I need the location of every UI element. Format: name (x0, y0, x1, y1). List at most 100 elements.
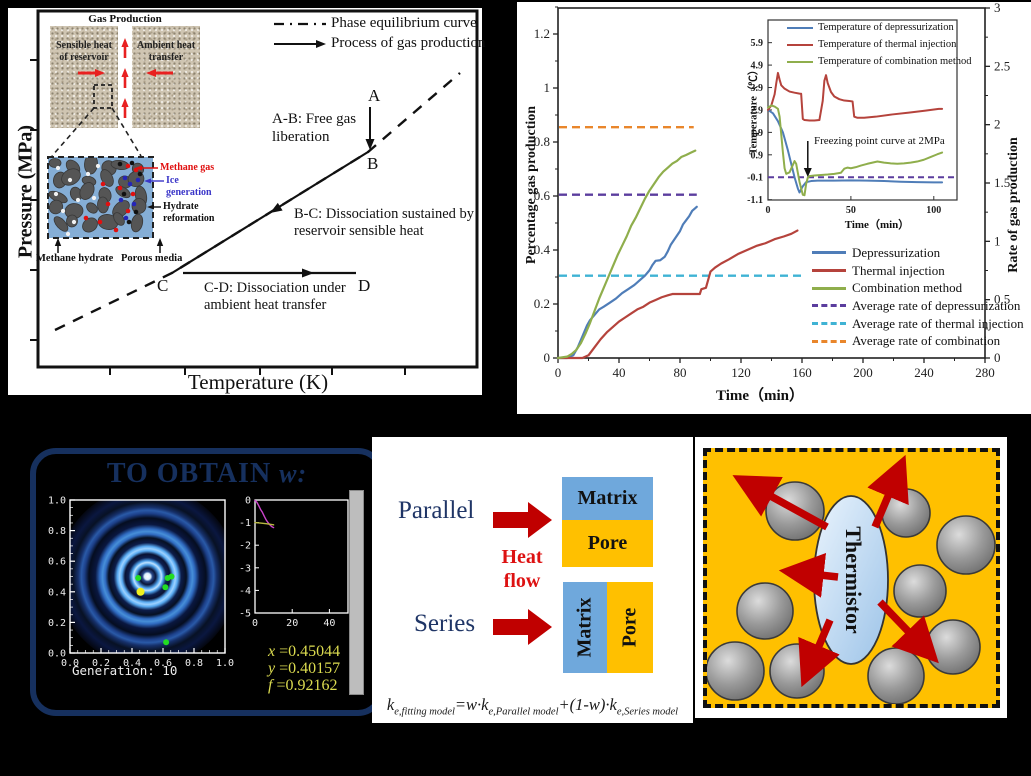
legend-avg-depressurization: Average rate of depressurization (812, 297, 1024, 315)
legend-temp-thermal: Temperature of thermal injection (787, 36, 972, 53)
chart-graphic (121, 38, 129, 47)
pore-label: Pore (618, 607, 641, 648)
tick-label: 0 (555, 365, 562, 380)
tick-label: 0.6 (534, 188, 551, 203)
production-chart-svg: 0 0.2 0.4 0.6 0.8 1 1.2 0 0.5 1 1.5 2 2.5 3 0 40 80 120 16… (534, 2, 1011, 380)
tick-label: 40 (613, 365, 626, 380)
legend-thermal-injection: Thermal injection (812, 262, 1024, 280)
chart-graphic (70, 500, 225, 653)
tick-label: 4.9 (751, 61, 764, 72)
eq-k: k (386, 695, 395, 714)
chart-graphic (75, 197, 81, 203)
zoom-rect (93, 84, 113, 109)
heat-flow-label: Heat flow (501, 546, 543, 592)
legend-avg-thermal: Average rate of thermal injection (812, 315, 1024, 333)
tick-label: 0.5 (994, 292, 1010, 307)
chart-graphic (61, 168, 81, 186)
tick-label: 0.8 (48, 526, 66, 537)
tick-label: 80 (674, 365, 687, 380)
axis-ticks (30, 59, 406, 375)
tick-label: 3 (994, 2, 1001, 15)
chart-graphic (707, 641, 765, 701)
cd-arrowhead (302, 268, 314, 278)
series-label: Series (414, 610, 476, 637)
tick-label: 0 (245, 496, 251, 507)
hydrate-reformation-label: Hydrate reformation (163, 201, 215, 224)
var-x: x (268, 643, 276, 660)
legend-label: Depressurization (852, 244, 941, 260)
chart-graphic (146, 69, 156, 77)
chart-graphic (147, 204, 154, 210)
tick-label: 2 (994, 117, 1001, 132)
var-y: y (268, 660, 276, 677)
eq-1minusw-k: +(1-w)·k (558, 695, 617, 714)
tick-label: 1 (544, 80, 551, 95)
porous-pointers (54, 165, 164, 253)
tick-label: 1.9 (751, 128, 764, 139)
chart-graphic (131, 201, 137, 207)
matrix-label: Matrix (573, 597, 596, 658)
tick-label: 20 (286, 618, 298, 629)
parallel-arrow (493, 502, 552, 538)
tick-label: 1.5 (994, 175, 1010, 190)
ga-value-f: f =0.92162 (268, 677, 378, 695)
chart-graphic (144, 178, 151, 184)
chart-graphic (736, 582, 794, 640)
chart-graphic (133, 209, 139, 215)
heat-dissipation-arrows (732, 454, 939, 688)
tick-label: 1.0 (216, 658, 234, 669)
chart-graphic (53, 191, 59, 197)
avg-depressurization-sample (812, 304, 846, 308)
porous-inset-dots (53, 160, 143, 237)
chart-graphic (767, 104, 944, 197)
chart-graphic (85, 171, 91, 177)
tick-label: 0.4 (534, 242, 551, 257)
tick-label: 2.9 (751, 105, 764, 116)
gas-production-chart-panel: 0 0.2 0.4 0.6 0.8 1 1.2 0 0.5 1 1.5 2 2.5 3 0 40 80 120 16… (517, 2, 1031, 414)
ice-generation-label: Ice generation (166, 175, 212, 198)
bc-arrowhead (270, 202, 283, 213)
reservoir-texture-left (50, 26, 118, 128)
tick-label: 0.9 (751, 150, 764, 161)
chart-graphic (49, 158, 62, 168)
eq-w-k: =w·k (454, 695, 489, 714)
zoom-line-left (51, 107, 95, 157)
tick-label: 0 (544, 350, 551, 365)
annotation-bc: B-C: Dissociation sustained by reservoir… (294, 206, 475, 240)
tick-label: 0.2 (534, 296, 550, 311)
tick-label: 3.9 (751, 83, 764, 94)
pore-label: Pore (587, 532, 628, 554)
eq-sub-series: e,Series model (616, 706, 679, 718)
chart-graphic (117, 185, 123, 191)
val-x: =0.45044 (279, 643, 341, 660)
chart-graphic (86, 202, 98, 214)
thermistor-label: Thermistor (841, 526, 866, 634)
chart-graphic (125, 208, 131, 214)
tick-label: -1 (239, 518, 251, 529)
thermistor-sample-box: Thermistor (703, 448, 1000, 708)
legend-label: Average rate of combination (852, 333, 1001, 349)
chart-graphic (66, 214, 78, 228)
chart-graphic (55, 165, 61, 171)
ga-title: TO OBTAIN w: (36, 458, 378, 490)
chart-graphic (97, 219, 103, 225)
zoom-line-right (111, 107, 142, 157)
ambient-heat-label: Ambient heat transfer (136, 40, 196, 63)
tick-label: 0 (766, 205, 771, 216)
scrollbar[interactable] (349, 490, 364, 695)
temp-thermal-sample (787, 43, 813, 46)
chart-graphic (893, 564, 947, 618)
tick-label: 160 (792, 365, 812, 380)
tick-label: 40 (323, 618, 335, 629)
ga-value-y: y =0.40157 (268, 660, 378, 678)
parallel-matrix-block: Matrix (562, 477, 653, 520)
tick-label: 200 (853, 365, 873, 380)
tick-label: 1 (994, 233, 1001, 248)
parallel-pore-block: Pore (562, 520, 653, 567)
pressure-axis-label: Pressure (MPa) (14, 124, 37, 259)
chart-graphic (767, 71, 944, 122)
temperature-axis-label: Temperature (K) (187, 370, 329, 394)
eq-sub-parallel: e,Parallel model (488, 706, 559, 718)
chart-graphic (126, 219, 132, 225)
tick-label: 120 (731, 365, 751, 380)
